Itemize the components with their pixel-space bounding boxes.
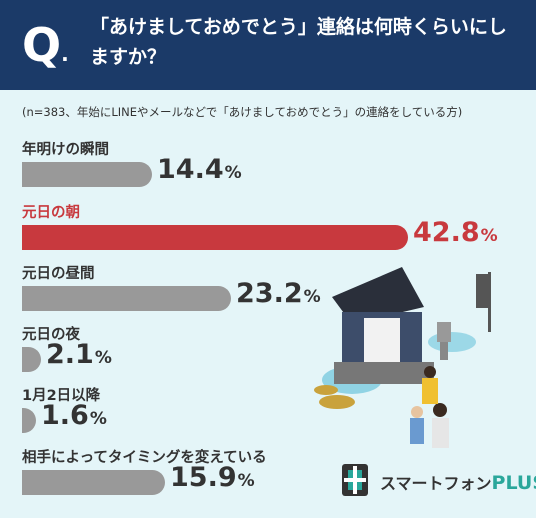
category-label: 相手によってタイミングを変えている (22, 450, 267, 466)
value-label: 42.8% (413, 217, 498, 248)
category-label: 元日の夜 (22, 327, 80, 343)
sample-note: (n=383、年始にLINEやメールなどで「あけましておめでとう」の連絡をしてい… (22, 105, 463, 119)
bar (22, 225, 408, 250)
value-unit: % (89, 409, 107, 429)
bar (22, 162, 152, 187)
value-unit: % (237, 471, 255, 491)
value-label: 23.2% (236, 278, 321, 309)
q-dot: . (61, 42, 69, 66)
value-unit: % (480, 226, 498, 246)
q-badge: Q. (22, 16, 72, 74)
value-unit: % (94, 348, 112, 368)
value-number: 14.4 (157, 154, 224, 185)
value-unit: % (303, 287, 321, 307)
question-header: Q. 「あけましておめでとう」連絡は何時くらいにしますか？ (0, 0, 536, 90)
bar (22, 347, 41, 372)
value-label: 14.4% (157, 154, 242, 185)
logo-icon (342, 464, 368, 496)
category-label: 元日の昼間 (22, 266, 95, 282)
brand-suffix: PLUS (491, 472, 536, 494)
value-number: 42.8 (413, 217, 480, 248)
category-label: 1月2日以降 (22, 388, 101, 404)
bar (22, 408, 36, 433)
value-unit: % (224, 163, 242, 183)
value-number: 15.9 (170, 462, 237, 493)
bar (22, 286, 231, 311)
shrine-illustration (314, 267, 491, 448)
value-number: 2.1 (46, 339, 94, 370)
bar (22, 470, 165, 495)
value-label: 2.1% (46, 339, 112, 370)
category-label: 年明けの瞬間 (22, 142, 109, 158)
category-label: 元日の朝 (22, 205, 80, 221)
value-number: 23.2 (236, 278, 303, 309)
value-number: 1.6 (41, 400, 89, 431)
q-mark: Q (22, 18, 62, 72)
value-label: 1.6% (41, 400, 107, 431)
brand-name: スマートフォン (380, 474, 492, 493)
brand-logo: スマートフォンPLUS (380, 470, 536, 494)
value-label: 15.9% (170, 462, 255, 493)
question-text: 「あけましておめでとう」連絡は何時くらいにしますか？ (90, 16, 507, 68)
